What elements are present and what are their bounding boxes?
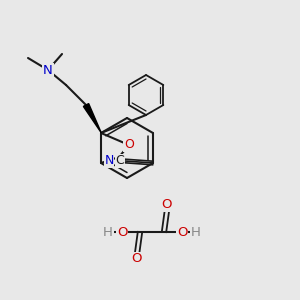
Text: H: H — [103, 226, 113, 238]
Polygon shape — [83, 103, 101, 133]
Text: O: O — [132, 253, 142, 266]
Text: O: O — [162, 199, 172, 212]
Text: H: H — [191, 226, 201, 238]
Text: O: O — [117, 226, 127, 238]
Text: N: N — [43, 64, 53, 76]
Text: O: O — [124, 139, 134, 152]
Text: O: O — [177, 226, 187, 238]
Text: N: N — [104, 154, 114, 167]
Text: C: C — [116, 154, 124, 167]
